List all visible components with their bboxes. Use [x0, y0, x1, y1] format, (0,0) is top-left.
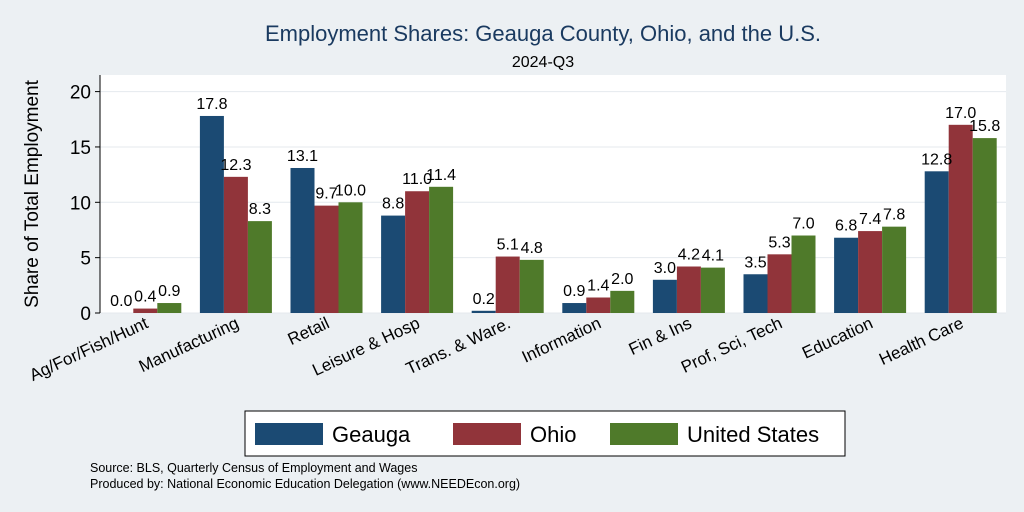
data-label: 0.2 — [473, 291, 495, 308]
data-label: 9.7 — [315, 186, 337, 203]
chart-title: Employment Shares: Geauga County, Ohio, … — [265, 21, 821, 46]
x-tick-label: Education — [799, 313, 876, 362]
bar — [924, 171, 949, 313]
legend-swatch — [453, 423, 521, 445]
data-label: 4.1 — [702, 248, 724, 265]
bar — [834, 237, 859, 313]
data-label: 4.8 — [521, 240, 543, 257]
bar — [882, 226, 907, 313]
bar — [471, 310, 496, 313]
data-label: 17.8 — [196, 96, 227, 113]
legend-swatch — [255, 423, 323, 445]
data-label: 0.9 — [158, 283, 180, 300]
data-labels-group: 0.0 0.4 0.917.812.38.313.19.710.08.811.011… — [110, 96, 1000, 310]
legend-label: Ohio — [530, 422, 576, 447]
x-tick-label: Fin & Ins — [626, 313, 695, 359]
bar — [133, 308, 158, 313]
source-note: Source: BLS, Quarterly Census of Employm… — [90, 461, 417, 475]
data-label: 11.4 — [426, 167, 456, 184]
data-label: 3.5 — [744, 254, 766, 271]
data-label: 2.0 — [611, 271, 633, 288]
data-label: 5.3 — [768, 234, 790, 251]
data-label: 13.1 — [287, 148, 318, 165]
bars-group — [133, 115, 997, 314]
data-label: 8.8 — [382, 196, 404, 213]
bar — [495, 256, 520, 313]
bar — [767, 254, 792, 313]
data-label: 4.2 — [678, 247, 700, 264]
data-label: 5.1 — [497, 237, 519, 254]
bar — [199, 115, 224, 314]
y-tick-label: 20 — [70, 83, 91, 104]
data-label: 3.0 — [654, 260, 676, 277]
legend-box — [244, 410, 846, 457]
legend-label: Geauga — [332, 422, 411, 447]
bar — [290, 167, 315, 313]
y-tick-label: 10 — [70, 193, 91, 214]
x-tick-label: Information — [519, 313, 604, 366]
bar — [858, 231, 883, 313]
data-label: 0.4 — [134, 289, 156, 306]
y-axis-label: Share of Total Employment — [22, 79, 43, 307]
bar — [743, 274, 768, 313]
y-tick-label: 5 — [80, 249, 91, 270]
bar — [791, 235, 816, 313]
y-tick-label: 15 — [70, 138, 91, 159]
legend-label: United States — [687, 422, 819, 447]
bar — [519, 259, 544, 313]
bar — [381, 215, 406, 313]
bar — [610, 290, 635, 313]
bar — [948, 124, 973, 313]
x-tick-label: Trans. & Ware. — [403, 313, 513, 378]
plot-area: 0.0 0.4 0.917.812.38.313.19.710.08.811.011… — [27, 75, 1006, 385]
data-label: 17.0 — [945, 105, 976, 122]
produced-by-note: Produced by: National Economic Education… — [90, 477, 520, 491]
y-ticks-group: 0 5 10 15 20 — [70, 83, 100, 325]
data-label: 7.8 — [883, 207, 905, 224]
bar — [223, 176, 248, 313]
bar — [405, 191, 430, 313]
data-label: 7.4 — [859, 211, 881, 228]
bar — [429, 186, 454, 313]
data-label: 6.8 — [835, 218, 857, 235]
bar — [972, 138, 997, 313]
x-tick-label: Prof, Sci, Tech — [678, 313, 785, 376]
legend: Geauga Ohio United States — [244, 410, 846, 457]
bar — [562, 303, 587, 313]
x-tick-label: Health Care — [876, 313, 966, 369]
legend-swatch — [610, 423, 678, 445]
data-label: 10.0 — [335, 182, 366, 199]
bar — [157, 303, 182, 313]
data-label: 8.3 — [249, 201, 271, 218]
data-label: 0.0 — [110, 293, 132, 310]
data-label: 12.3 — [220, 157, 251, 174]
bar — [676, 266, 701, 313]
data-label: 7.0 — [792, 216, 814, 233]
data-label: 12.8 — [921, 151, 952, 168]
data-label: 15.8 — [969, 118, 1000, 135]
bar — [338, 202, 363, 313]
bar — [700, 267, 725, 313]
bar — [314, 205, 339, 313]
data-label: 11.0 — [402, 171, 432, 188]
x-tick-label: Retail — [285, 313, 332, 349]
data-label: 1.4 — [587, 278, 609, 295]
bar — [652, 279, 677, 313]
chart-subtitle: 2024-Q3 — [512, 54, 574, 71]
y-tick-label: 0 — [80, 304, 91, 325]
data-label: 0.9 — [563, 283, 585, 300]
bar — [586, 297, 611, 313]
x-tick-label: Manufacturing — [136, 313, 242, 376]
bar — [247, 221, 272, 313]
